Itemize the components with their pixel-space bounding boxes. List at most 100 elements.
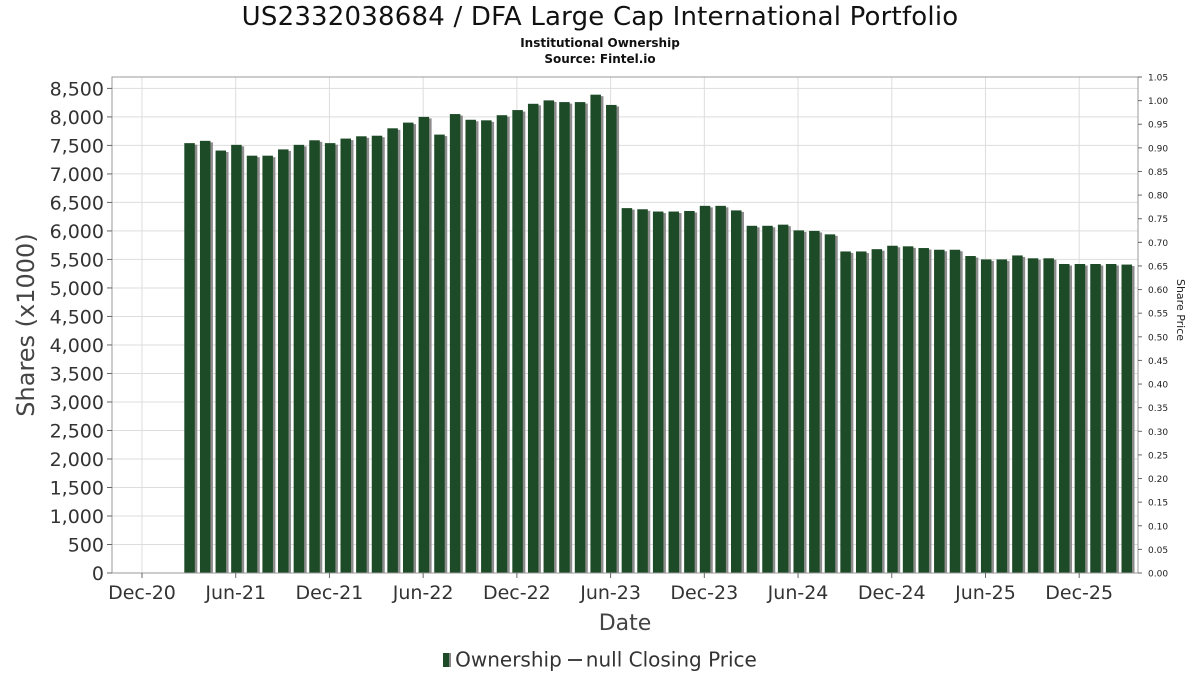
y2-tick-label: 0.35	[1148, 404, 1168, 414]
x-tick-label: Dec-20	[108, 582, 176, 604]
y2-tick-label: 0.55	[1148, 310, 1168, 320]
y2-tick-label: 0.75	[1148, 215, 1168, 225]
ownership-bar	[449, 114, 461, 574]
ownership-bar	[793, 230, 804, 574]
x-tick-label: Dec-21	[296, 582, 364, 604]
ownership-bar	[262, 155, 273, 574]
y2-tick-label: 0.40	[1148, 381, 1168, 391]
y-tick-label: 6,500	[50, 192, 104, 214]
x-tick-label: Dec-25	[1045, 582, 1113, 604]
y-tick-label: 6,000	[50, 221, 104, 243]
ownership-bar	[746, 225, 758, 574]
ownership-bar	[934, 249, 945, 574]
y-tick-label: 5,000	[50, 278, 104, 300]
x-tick-label: Jun-25	[954, 582, 1016, 604]
x-tick-label: Jun-22	[392, 582, 454, 604]
ownership-bar	[1090, 263, 1101, 573]
legend-closing-price: null Closing Price	[585, 647, 757, 672]
y-tick-label: 7,500	[50, 135, 104, 157]
ownership-bar	[777, 224, 789, 573]
ownership-bar	[699, 205, 711, 573]
ownership-bar	[356, 136, 367, 574]
y-tick-label: 8,000	[50, 107, 104, 129]
ownership-bar	[309, 140, 320, 573]
x-tick-label: Jun-24	[767, 582, 829, 604]
ownership-bar	[652, 211, 664, 573]
y2-tick-label: 0.70	[1148, 239, 1168, 249]
ownership-bar	[324, 143, 336, 573]
ownership-bar	[840, 251, 851, 573]
ownership-bar	[871, 249, 883, 573]
ownership-bar	[965, 256, 976, 573]
ownership-bar	[496, 115, 508, 574]
ownership-bar	[1027, 258, 1039, 573]
ownership-bar	[199, 140, 211, 573]
ownership-bar	[215, 150, 227, 573]
ownership-bar	[715, 205, 726, 573]
y2-tick-label: 0.45	[1148, 357, 1168, 367]
y2-tick-label: 0.30	[1148, 428, 1168, 438]
y2-tick-label: 0.00	[1148, 570, 1168, 580]
legend-ownership: Ownership	[455, 647, 562, 672]
x-tick-label: Jun-23	[579, 582, 641, 604]
ownership-bar	[902, 246, 914, 573]
y2-tick-label: 0.90	[1148, 144, 1168, 154]
ownership-bar	[434, 134, 445, 573]
x-axis: Dec-20 Jun-21 Dec-21 Jun-22 Dec-22 Jun-23 Dec-…	[108, 573, 1113, 604]
y2-tick-label: 0.20	[1148, 475, 1168, 485]
y2-tick-label: 0.05	[1148, 546, 1168, 556]
ownership-bar	[809, 230, 820, 573]
ownership-bar	[621, 208, 633, 573]
y-tick-label: 3,000	[50, 392, 104, 414]
y-tick-label: 1,000	[50, 506, 104, 528]
ownership-bar	[1043, 258, 1054, 573]
y2-tick-label: 1.00	[1148, 97, 1168, 107]
y2-tick-label: 0.15	[1148, 499, 1168, 509]
y-tick-label: 500	[68, 534, 104, 556]
ownership-bar	[371, 135, 383, 573]
y-tick-label: 1,500	[50, 477, 104, 499]
ownership-bar	[246, 155, 258, 574]
chart-subtitle: Institutional Ownership	[520, 36, 680, 50]
x-tick-label: Dec-23	[670, 582, 738, 604]
y-tick-label: 0	[92, 563, 104, 585]
ownership-bar	[481, 120, 492, 573]
x-tick-label: Dec-22	[483, 582, 551, 604]
ownership-bar	[402, 122, 414, 573]
y-tick-label: 3,500	[50, 363, 104, 385]
y-tick-label: 7,000	[50, 164, 104, 186]
y-axis-label: Shares (x1000)	[12, 233, 40, 416]
ownership-bar	[418, 116, 430, 573]
y-tick-label: 4,000	[50, 335, 104, 357]
y2-tick-label: 1.05	[1148, 74, 1168, 84]
ownership-bar	[340, 138, 352, 573]
y2-tick-label: 0.80	[1148, 192, 1168, 202]
y-tick-label: 4,500	[50, 306, 104, 328]
ownership-bar	[465, 119, 476, 574]
ownership-bar	[278, 149, 289, 573]
ownership-bar	[231, 144, 242, 573]
ownership-bar	[855, 251, 867, 573]
ownership-bar	[1012, 255, 1023, 573]
y-tick-label: 2,500	[50, 420, 104, 442]
ownership-bar	[293, 144, 305, 573]
ownership-bar	[668, 211, 680, 573]
ownership-bar	[887, 245, 898, 573]
ownership-bar	[731, 210, 742, 573]
ownership-bar	[543, 100, 555, 574]
ownership-bar	[512, 110, 523, 574]
ownership-bar	[684, 210, 695, 574]
ownership-bar	[574, 102, 586, 574]
y-tick-label: 8,500	[50, 78, 104, 100]
ownership-bar	[387, 128, 398, 573]
y2-tick-label: 0.50	[1148, 333, 1168, 343]
x-tick-label: Jun-21	[204, 582, 266, 604]
bars	[184, 94, 1135, 574]
y2-axis: 0.00 0.05 0.10 0.15 0.20 0.25 0.30 0.35 0.40 0.45…	[1138, 74, 1168, 580]
y2-tick-label: 0.60	[1148, 286, 1168, 296]
ownership-bar	[590, 94, 601, 574]
y-tick-label: 5,500	[50, 249, 104, 271]
y2-tick-label: 0.85	[1148, 168, 1168, 178]
